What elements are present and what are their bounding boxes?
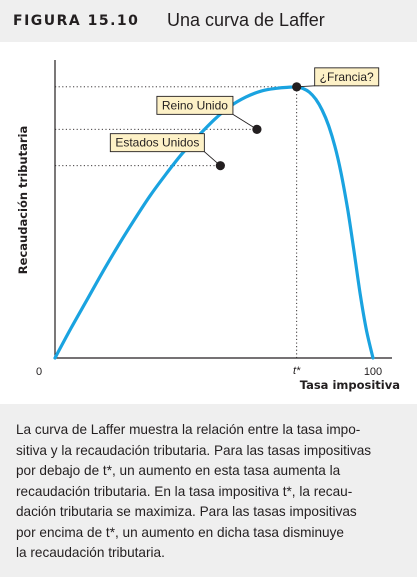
x-axis-title: Tasa impositiva <box>300 378 400 392</box>
caption-line: la recaudación tributaria. <box>16 545 165 560</box>
point-annotations: Estados Unidos Reino Unido ¿Francia? <box>109 67 380 171</box>
x-tick-label: t* <box>293 365 301 377</box>
figure-number: FIGURA 15.10 <box>13 13 140 29</box>
x-tick-labels: 0 t* 100 <box>36 365 382 378</box>
point-label: Reino Unido <box>162 98 228 112</box>
label-box <box>314 67 380 87</box>
axes <box>54 60 392 359</box>
figure-header: FIGURA 15.10 Una curva de Laffer <box>0 0 417 42</box>
leader-line <box>232 113 258 130</box>
label-box <box>109 133 205 153</box>
caption-line: dación tributaria se maximiza. Para las … <box>16 504 357 519</box>
caption-line: recaudación tributaria. En la tasa impos… <box>16 483 353 499</box>
dotted-guides <box>55 86 298 358</box>
x-tick-label: 0 <box>36 366 42 378</box>
data-point <box>252 124 262 134</box>
data-point <box>215 161 225 171</box>
x-tick-label: 100 <box>364 366 382 378</box>
y-axis-title: Recaudación tributaria <box>16 126 30 274</box>
caption-line: por debajo de t*, un aumento en esta tas… <box>16 463 341 478</box>
point-label: Estados Unidos <box>115 136 199 150</box>
caption-line: por encima de t*, un aumento en dicha ta… <box>16 524 344 540</box>
point-annotation: Estados Unidos <box>109 133 225 171</box>
laffer-chart: Estados Unidos Reino Unido ¿Francia? 0 t* 10… <box>16 60 400 392</box>
label-box <box>156 95 234 115</box>
figure-title: Una curva de Laffer <box>167 10 325 30</box>
figure-caption: La curva de Laffer muestra la relación e… <box>0 404 417 577</box>
plot-area: Estados Unidos Reino Unido ¿Francia? 0 t* 10… <box>0 42 417 404</box>
data-point <box>292 82 302 92</box>
caption-line: sitiva y la recaudación tributaria. Para… <box>16 442 372 458</box>
caption-line: La curva de Laffer muestra la relación e… <box>16 422 361 437</box>
laffer-curve <box>53 85 375 360</box>
point-annotation: Reino Unido <box>156 95 262 134</box>
point-label: ¿Francia? <box>320 70 374 84</box>
caption-text: La curva de Laffer muestra la relación e… <box>16 420 406 564</box>
point-annotation: ¿Francia? <box>292 67 380 92</box>
